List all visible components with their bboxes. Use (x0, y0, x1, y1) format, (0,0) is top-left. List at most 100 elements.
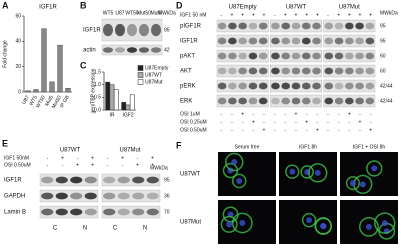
band (291, 97, 301, 105)
sign: - (327, 127, 329, 133)
band (312, 22, 321, 30)
band (146, 176, 159, 184)
size-label: 60 (380, 68, 386, 74)
column-label: IGF1 + OSI 8h (353, 144, 386, 150)
band (345, 52, 354, 60)
band (365, 97, 375, 105)
blot (101, 18, 163, 42)
nucleus (359, 181, 366, 188)
band (355, 97, 364, 105)
row-label: GAPDH (4, 194, 25, 200)
lane-label: U87 (115, 10, 124, 16)
band (291, 67, 301, 75)
sign: - (263, 111, 265, 117)
blot (39, 205, 99, 219)
band (228, 22, 237, 30)
band (312, 67, 321, 75)
sign: - (242, 127, 244, 133)
row-label: pAKT (180, 54, 195, 60)
band (238, 52, 247, 60)
blot (216, 34, 269, 48)
band (117, 192, 130, 200)
sign: - (220, 111, 222, 117)
band (301, 37, 311, 45)
row-label: actin (83, 48, 96, 54)
band (345, 37, 354, 45)
band (217, 97, 227, 105)
fraction-label: N (143, 226, 147, 232)
row-label: IGF1R (4, 178, 22, 184)
band (102, 23, 114, 37)
band (238, 97, 247, 105)
band (41, 192, 54, 200)
chart-title: IGF1R (39, 5, 57, 11)
band (138, 23, 150, 37)
size-label: 95 (164, 27, 170, 33)
bar (57, 44, 63, 93)
x-tick-label: IR (110, 112, 115, 118)
panel-label: C (80, 60, 87, 70)
sign: - (348, 127, 350, 133)
band (114, 23, 126, 37)
sign: + (348, 12, 351, 18)
row-label: AKT (180, 69, 192, 75)
sign: - (295, 127, 297, 133)
treatment-label: OSI 0.50uM (4, 162, 31, 168)
sign: + (91, 162, 94, 168)
sign: - (348, 119, 350, 125)
band (55, 208, 68, 216)
band (126, 23, 138, 37)
bar (109, 84, 115, 111)
sign: - (47, 162, 49, 168)
treatment-label: IGF1 50nM (4, 155, 29, 161)
cell-stain (345, 176, 361, 191)
sign: - (306, 127, 308, 133)
band (312, 52, 321, 60)
band (281, 82, 291, 90)
sign: + (121, 155, 124, 161)
band (334, 52, 344, 60)
band (324, 22, 334, 30)
band (324, 97, 334, 105)
sign: - (274, 119, 276, 125)
cell-stain (220, 215, 238, 233)
cell-stain (359, 216, 379, 237)
band (355, 82, 364, 90)
band (281, 97, 291, 105)
sign: - (359, 127, 361, 133)
blot (323, 49, 376, 63)
sign: - (306, 111, 308, 117)
nucleus (306, 217, 313, 224)
blot-unit: MWkDa (158, 10, 176, 16)
blot (39, 173, 99, 187)
x-tick-label: U87 (21, 94, 31, 105)
y-tick-label: 0 (18, 89, 21, 95)
row-label: IGF1R (180, 39, 198, 45)
x-tick-label: Mut5 (44, 94, 55, 107)
band (248, 82, 258, 90)
band (258, 22, 268, 30)
nucleus (239, 219, 246, 226)
band (238, 82, 247, 90)
band (334, 37, 344, 45)
sign: + (295, 12, 298, 18)
band (217, 37, 227, 45)
band (281, 22, 291, 30)
sign: + (76, 162, 79, 168)
band (117, 208, 130, 216)
sign: + (241, 111, 244, 117)
lane-label: Mut5 (150, 10, 161, 16)
nucleus (231, 159, 238, 166)
blot-unit: MWkDa (150, 165, 168, 171)
band (228, 97, 237, 105)
group-label: U87WT (60, 148, 81, 154)
blot (270, 19, 322, 33)
panel-label: A (2, 0, 9, 10)
sign: + (263, 127, 266, 133)
sign: - (338, 119, 340, 125)
sign: + (136, 162, 139, 168)
bar (33, 89, 39, 93)
bar (49, 81, 55, 93)
band (258, 37, 268, 45)
sign: + (337, 12, 340, 18)
